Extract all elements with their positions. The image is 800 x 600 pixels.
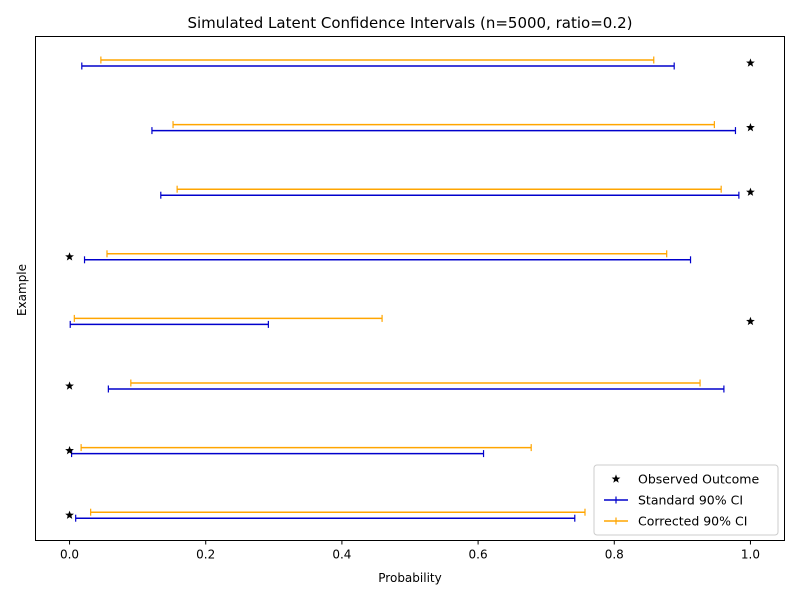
- x-tick-label: 0.0: [60, 548, 79, 562]
- legend-label: Corrected 90% CI: [638, 514, 747, 529]
- observed-outcome-star: [65, 446, 74, 455]
- legend-box: [593, 464, 779, 536]
- corrected-ci-bar: [80, 444, 532, 452]
- x-axis-label: Probability: [378, 571, 441, 585]
- observed-outcome-star: [65, 252, 74, 261]
- x-tick-label: 0.6: [469, 548, 488, 562]
- observed-outcome-star: [746, 187, 755, 196]
- legend-item: Corrected 90% CI: [604, 514, 747, 529]
- observed-outcome-star: [65, 381, 74, 390]
- standard-ci-bar: [69, 320, 269, 328]
- x-axis: 0.0 0.2 0.4 0.6 0.8 1.0: [60, 540, 760, 562]
- legend-label: Observed Outcome: [638, 472, 759, 487]
- x-tick-label: 1.0: [741, 548, 760, 562]
- standard-ci-bar: [75, 514, 576, 522]
- x-tick-label: 0.4: [332, 548, 351, 562]
- legend-item: Observed Outcome: [611, 472, 759, 487]
- standard-ci-bar: [160, 191, 740, 199]
- observed-outcome-star: [65, 510, 74, 519]
- plot-frame: [35, 36, 785, 541]
- corrected-ci-bar: [172, 121, 715, 129]
- chart-title: Simulated Latent Confidence Intervals (n…: [187, 14, 632, 32]
- standard-ci-bar: [81, 62, 675, 70]
- legend-item: Standard 90% CI: [604, 493, 743, 508]
- observed-outcome-star: [746, 123, 755, 132]
- corrected-ci-bar: [130, 379, 701, 387]
- standard-ci-bar: [83, 256, 692, 264]
- corrected-ci-bar: [90, 508, 586, 516]
- y-axis-label: Example: [15, 264, 29, 316]
- corrected-ci-bar: [176, 185, 722, 193]
- corrected-ci-bar: [100, 56, 655, 64]
- corrected-ci-bar: [73, 314, 383, 322]
- corrected-ci-bar: [106, 250, 668, 258]
- x-tick-label: 0.8: [605, 548, 624, 562]
- legend-label: Standard 90% CI: [638, 493, 743, 508]
- observed-outcome-star: [746, 58, 755, 67]
- standard-ci-bar: [107, 385, 725, 393]
- plot-marks: [65, 56, 755, 522]
- legend-star-marker: [611, 474, 621, 483]
- legend: Observed Outcome Standard 90% CI Corrected…: [593, 464, 779, 536]
- observed-outcome-star: [746, 316, 755, 326]
- standard-ci-bar: [151, 127, 737, 135]
- x-tick-label: 0.2: [196, 548, 215, 562]
